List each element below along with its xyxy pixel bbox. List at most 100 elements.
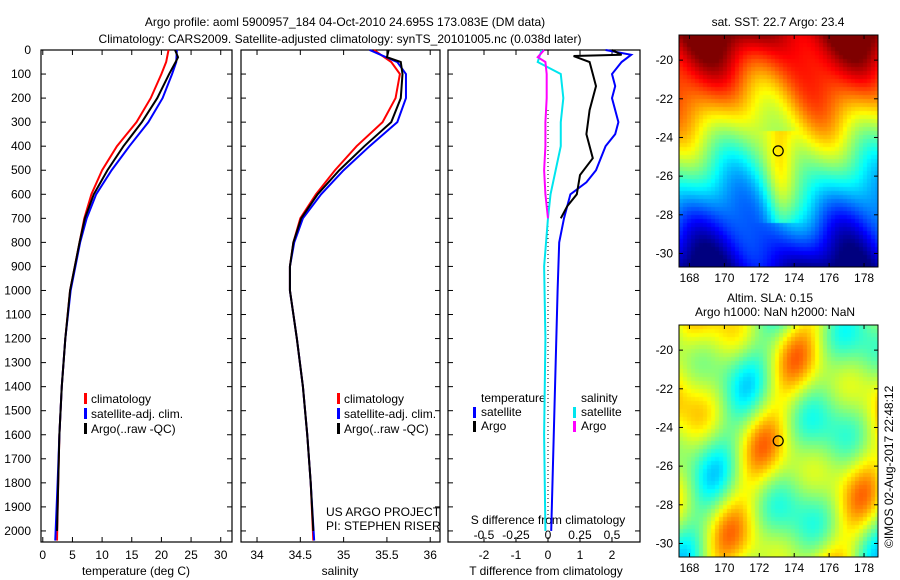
series-line-temperature-argo [559,49,623,219]
argo-position-marker [772,435,784,447]
legend-satellite: satellite-adj. clim. [344,407,436,421]
legend-swatch-t-argo [473,421,476,432]
x-tick-label: 168 [679,271,699,285]
legend-swatch-satellite [84,408,87,419]
difference-legend: temperature satellite Argo salinity sate… [473,391,622,433]
x-tick-label: 170 [714,271,734,285]
y-tick-label: -26 [656,459,674,473]
s-x-tick-label: 0.5 [604,528,621,542]
x-tick-label: 30 [214,548,228,562]
x-tick-label: 0 [39,548,46,562]
y-tick-label: 1700 [4,452,31,466]
y-tick-label: -28 [656,498,674,512]
y-tick-label: 2000 [4,524,31,538]
s-x-tick-label: -0.25 [502,528,530,542]
copyright-label: ©IMOS 02-Aug-2017 22:48:12 [882,385,896,548]
series-line-climatology [56,49,170,541]
y-tick-label: -30 [656,536,674,550]
x-tick-label: 178 [854,561,874,575]
legend-climatology: climatology [344,392,404,406]
legend-swatch-s-satellite [573,407,576,418]
legend-argo: Argo(..raw -QC) [344,422,429,436]
legend-swatch-argo [84,423,87,434]
x-tick-label: 2 [609,548,616,562]
x-tick-label: 172 [749,561,769,575]
title-line1: Argo profile: aoml 5900957_184 04-Oct-20… [145,15,545,29]
y-tick-label: 1100 [5,308,31,322]
y-tick-label: 600 [11,187,31,201]
x-tick-label: 172 [749,271,769,285]
y-tick-label: -24 [656,420,674,434]
series-line-argo-raw-qc- [56,49,180,531]
y-tick-label: 300 [11,115,31,129]
s-x-tick-label: -0.5 [474,528,495,542]
legend-swatch-s-argo [573,421,576,432]
salinity-xlabel: salinity [322,564,359,578]
x-tick-label: 36 [424,548,438,562]
series-line-salinity-satellite [536,49,565,531]
salinity-panel: 34 34.5 35 35.5 36 [240,49,441,562]
y-tick-label: 1400 [4,380,31,394]
y-tick-label: 800 [11,235,31,249]
x-tick-label: 34 [250,548,264,562]
x-tick-label: 178 [854,271,874,285]
y-tick-label: -20 [656,53,674,67]
y-tick-label: -24 [656,130,674,144]
x-tick-label: 15 [125,548,139,562]
x-tick-label: 170 [714,561,734,575]
sla-map-subtitle: Argo h1000: NaN h2000: NaN [695,305,855,319]
salinity-frame [240,49,441,543]
y-tick-label: 500 [11,163,31,177]
x-tick-label: 0 [545,548,552,562]
series-line-salinity-argo [536,49,549,219]
x-tick-label: 35 [337,548,351,562]
legend-temperature-title: temperature [481,391,546,405]
x-tick-label: 176 [819,271,839,285]
x-tick-label: -1 [511,548,522,562]
series-line-temperature-satellite [550,49,634,531]
y-tick-label: -26 [656,169,674,183]
y-tick-label: -20 [656,343,674,357]
y-tick-label: 1600 [4,428,31,442]
y-tick-label: 1800 [4,476,31,490]
sla-map-image [679,325,878,557]
y-tick-label: 900 [11,259,31,273]
project-label: US ARGO PROJECT [326,505,441,519]
s-diff-xlabel: S difference from climatology [471,513,626,527]
difference-panel: -2 -1 0 1 2 -0.5 -0.25 0 0.25 0.5 [447,49,641,562]
series-line-climatology [288,49,401,541]
s-x-tick-label: 0 [545,528,552,542]
x-tick-label: 176 [819,561,839,575]
argo-position-marker [772,145,784,157]
x-tick-label: 5 [69,548,76,562]
y-tick-label: -28 [656,208,674,222]
y-tick-label: 200 [11,91,31,105]
s-x-tick-label: 0.25 [568,528,592,542]
legend-t-argo: Argo [481,419,507,433]
t-diff-xlabel: T difference from climatology [469,564,623,578]
x-tick-label: 35.5 [375,548,399,562]
x-tick-label: 25 [184,548,198,562]
sst-map-axes: 168 170 172 174 176 178 -20 -22 -24 -26 -28 -30 [656,34,879,285]
x-tick-label: 1 [577,548,584,562]
temperature-frame [40,49,233,543]
sla-map-axes: 168 170 172 174 176 178 -20 -22 -24 -26 -28 -30 [656,324,879,575]
legend-s-argo: Argo [581,419,607,433]
legend-t-satellite: satellite [481,405,522,419]
x-tick-label: 168 [679,561,699,575]
legend-swatch-t-satellite [473,407,476,418]
y-tick-label: 1900 [4,500,31,514]
x-tick-label: 174 [784,271,804,285]
legend-salinity-title: salinity [581,391,618,405]
legend-swatch-argo [337,423,340,434]
sst-map-image [679,35,878,267]
y-tick-label: 100 [11,67,31,81]
x-tick-label: 20 [155,548,169,562]
y-tick-label: -22 [656,92,674,106]
sst-map-frame [678,34,879,268]
y-tick-label: 1200 [4,332,31,346]
temperature-legend: climatology satellite-adj. clim. Argo(..… [84,392,183,436]
y-tick-label: -30 [656,246,674,260]
